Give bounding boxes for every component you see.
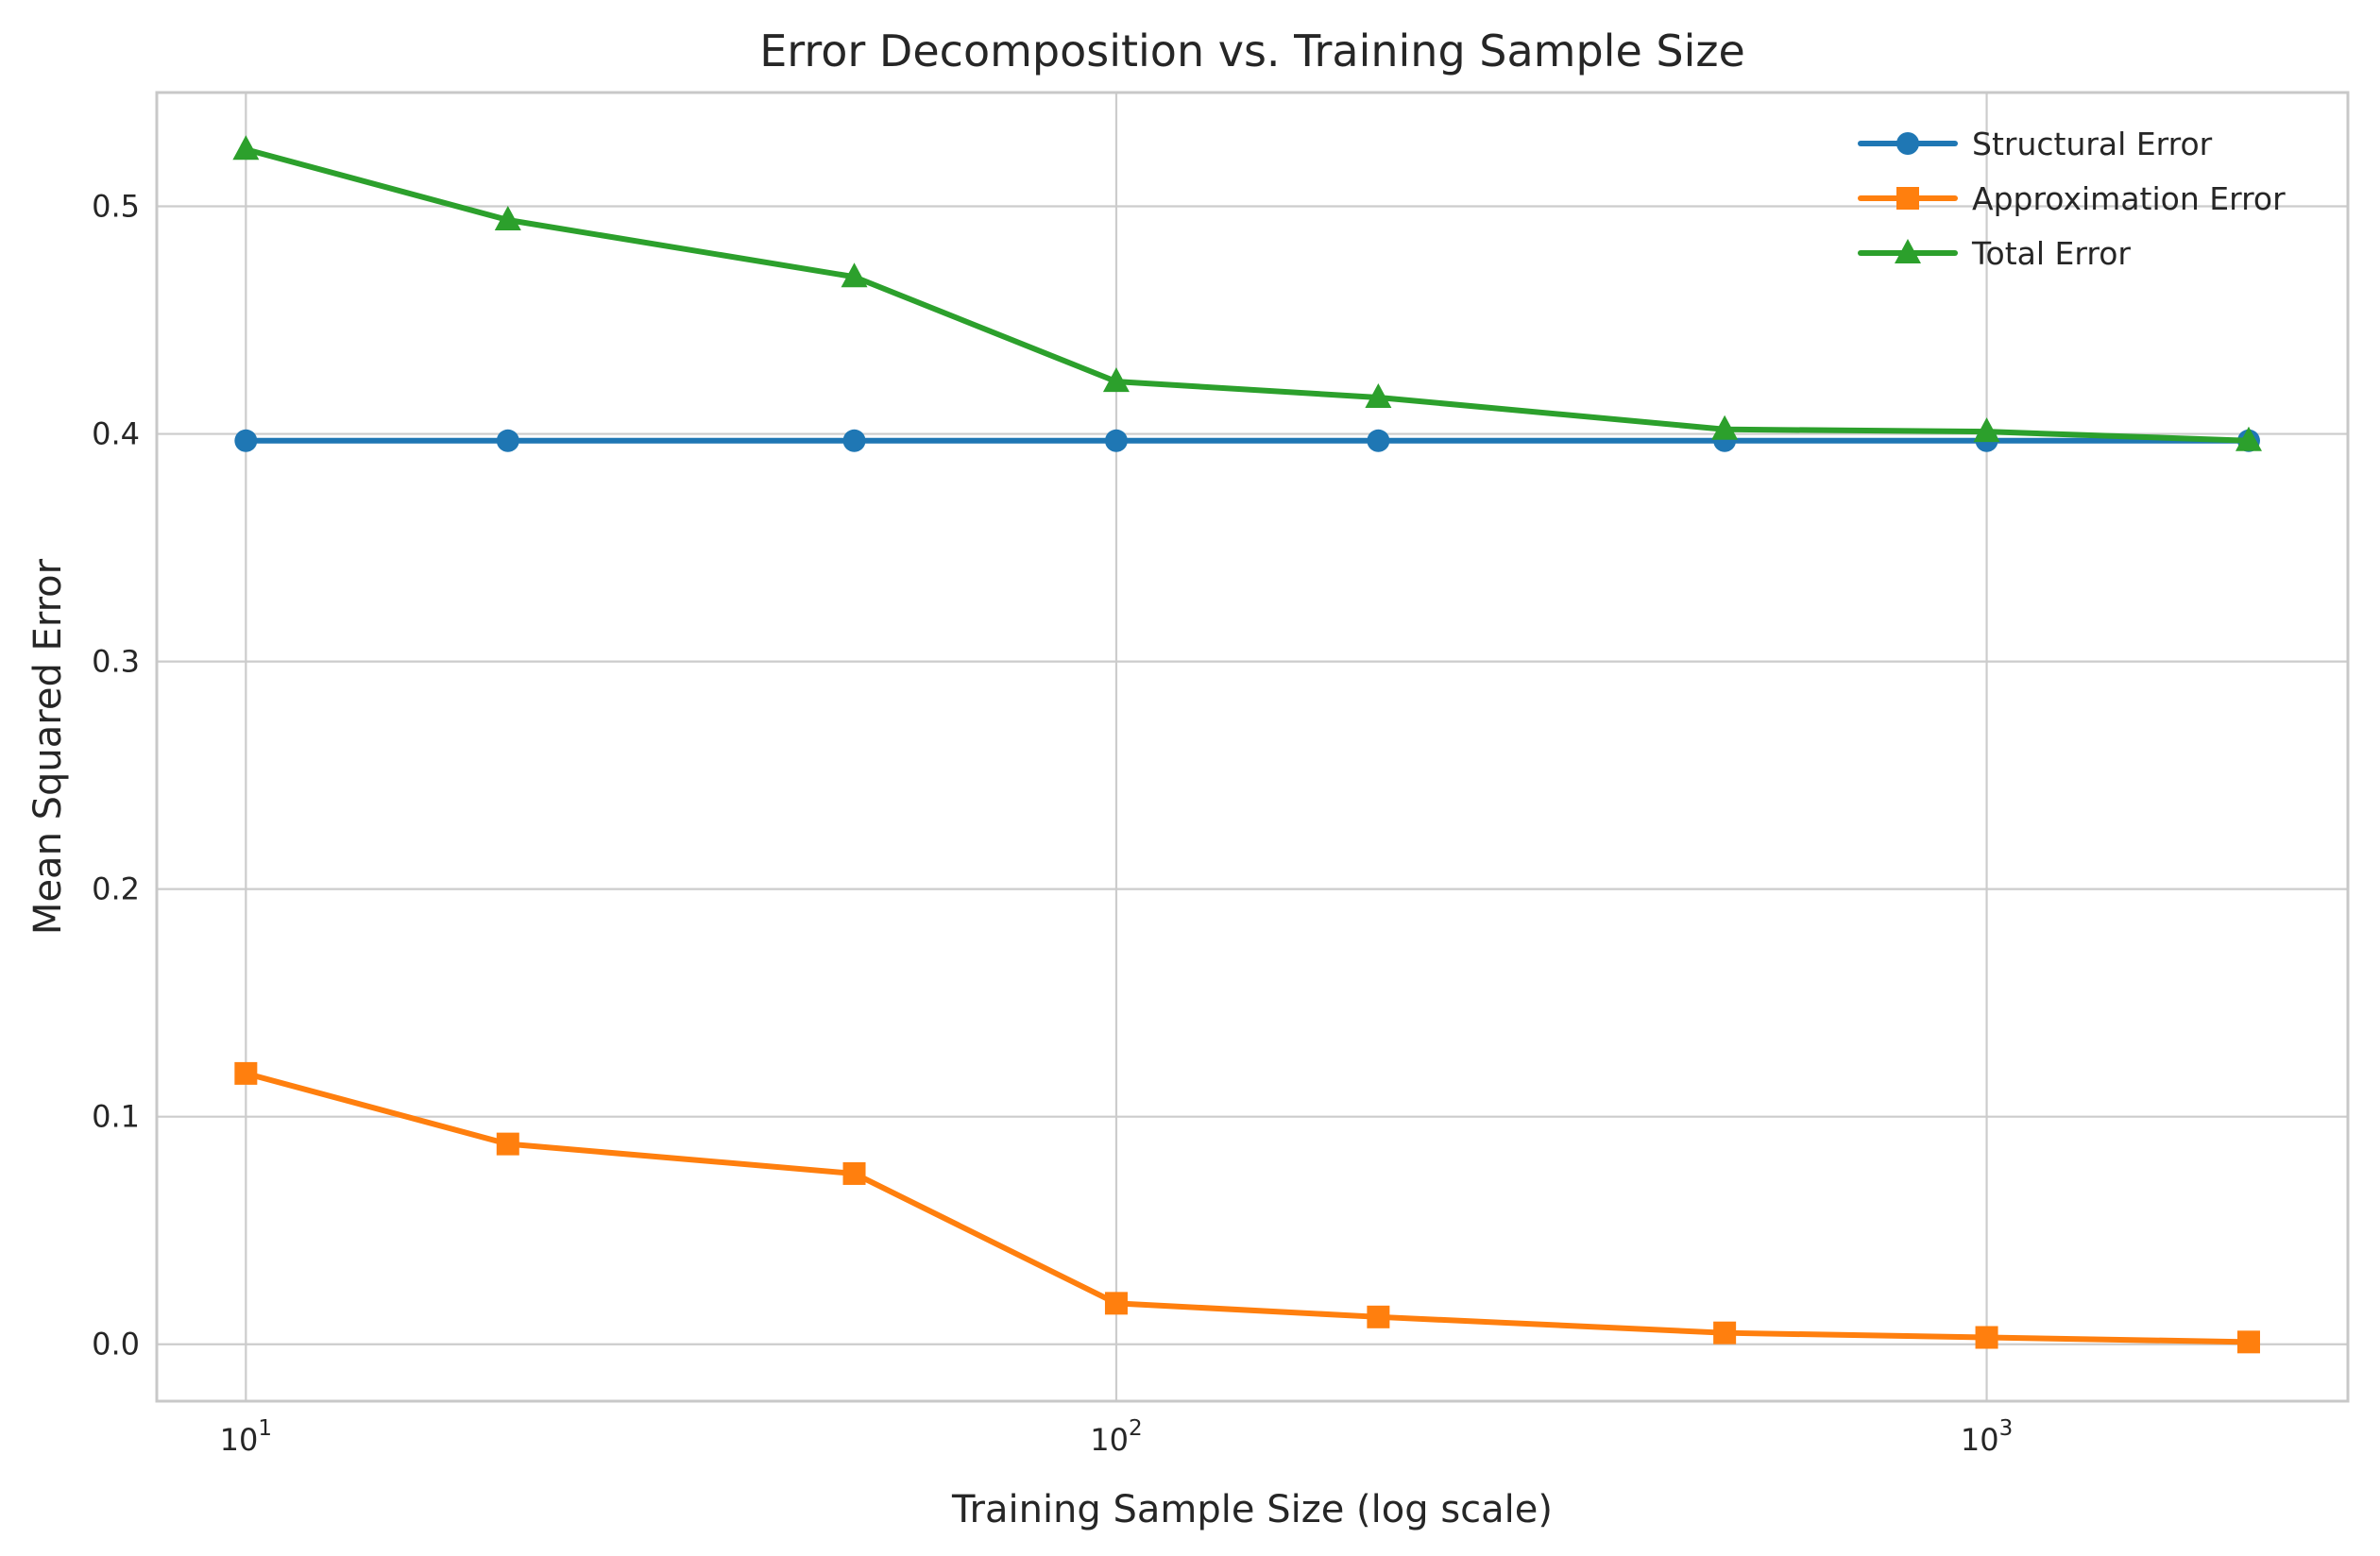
x-tick-exponent: 2 [1129, 1416, 1143, 1441]
x-tick-base: 10 [1090, 1422, 1129, 1458]
data-point-total-error [494, 205, 521, 230]
data-point-total-error [1102, 367, 1130, 393]
x-axis-label: Training Sample Size (log scale) [951, 1488, 1553, 1531]
data-point-approximation-error [1713, 1321, 1737, 1345]
data-point-structural-error [234, 429, 258, 452]
data-point-total-error [2235, 426, 2262, 451]
data-point-total-error [232, 135, 260, 161]
data-point-structural-error [842, 429, 866, 452]
data-point-approximation-error [496, 1132, 519, 1156]
legend-label: Total Error [1971, 235, 2131, 272]
x-tick-exponent: 1 [258, 1416, 272, 1441]
x-tick-base: 10 [220, 1422, 259, 1458]
data-point-total-error [1711, 414, 1739, 440]
data-point-structural-error [1367, 429, 1390, 452]
legend-label: Structural Error [1972, 126, 2213, 162]
x-tick-label: 102 [1090, 1416, 1142, 1458]
chart-title: Error Decomposition vs. Training Sample … [759, 25, 1745, 76]
data-point-total-error [1973, 417, 2000, 443]
y-tick-label: 0.4 [92, 416, 140, 452]
legend-item-total-error: Total Error [1858, 235, 2131, 272]
y-tick-label: 0.3 [92, 644, 140, 680]
data-point-approximation-error [842, 1161, 866, 1185]
x-tick-exponent: 3 [1999, 1416, 2014, 1441]
y-tick-label: 0.0 [92, 1327, 140, 1362]
legend-swatch-marker [1896, 187, 1919, 210]
y-tick-label: 0.1 [92, 1099, 140, 1135]
data-point-total-error [1365, 382, 1392, 408]
y-tick-label: 0.2 [92, 871, 140, 907]
legend-swatch-marker [1895, 239, 1921, 263]
data-point-total-error [841, 262, 868, 288]
series-layer [232, 135, 2262, 1354]
data-point-approximation-error [1367, 1305, 1390, 1328]
data-point-approximation-error [1975, 1326, 1998, 1349]
series-line-total-error [243, 146, 2252, 444]
series-approximation-error [234, 1061, 2260, 1354]
x-tick-label: 101 [220, 1416, 272, 1458]
series-line-approximation-error [243, 1070, 2252, 1345]
grid-layer [157, 93, 2348, 1401]
legend-item-structural-error: Structural Error [1858, 126, 2213, 162]
data-point-approximation-error [1104, 1292, 1128, 1315]
legend-item-approximation-error: Approximation Error [1858, 180, 2286, 217]
data-point-approximation-error [2236, 1330, 2260, 1354]
x-tick-base: 10 [1961, 1422, 1999, 1458]
data-point-structural-error [1104, 429, 1128, 452]
legend-swatch-marker [1896, 132, 1919, 155]
series-total-error [232, 135, 2262, 451]
y-tick-label: 0.5 [92, 189, 140, 225]
y-axis-label: Mean Squared Error [26, 558, 70, 935]
legend-label: Approximation Error [1972, 180, 2286, 217]
data-point-approximation-error [234, 1061, 258, 1085]
data-point-structural-error [496, 429, 519, 452]
legend: Structural Error Approximation Error Total… [1858, 126, 2286, 272]
plot-frame [155, 91, 2350, 1403]
x-tick-label: 103 [1961, 1416, 2013, 1458]
